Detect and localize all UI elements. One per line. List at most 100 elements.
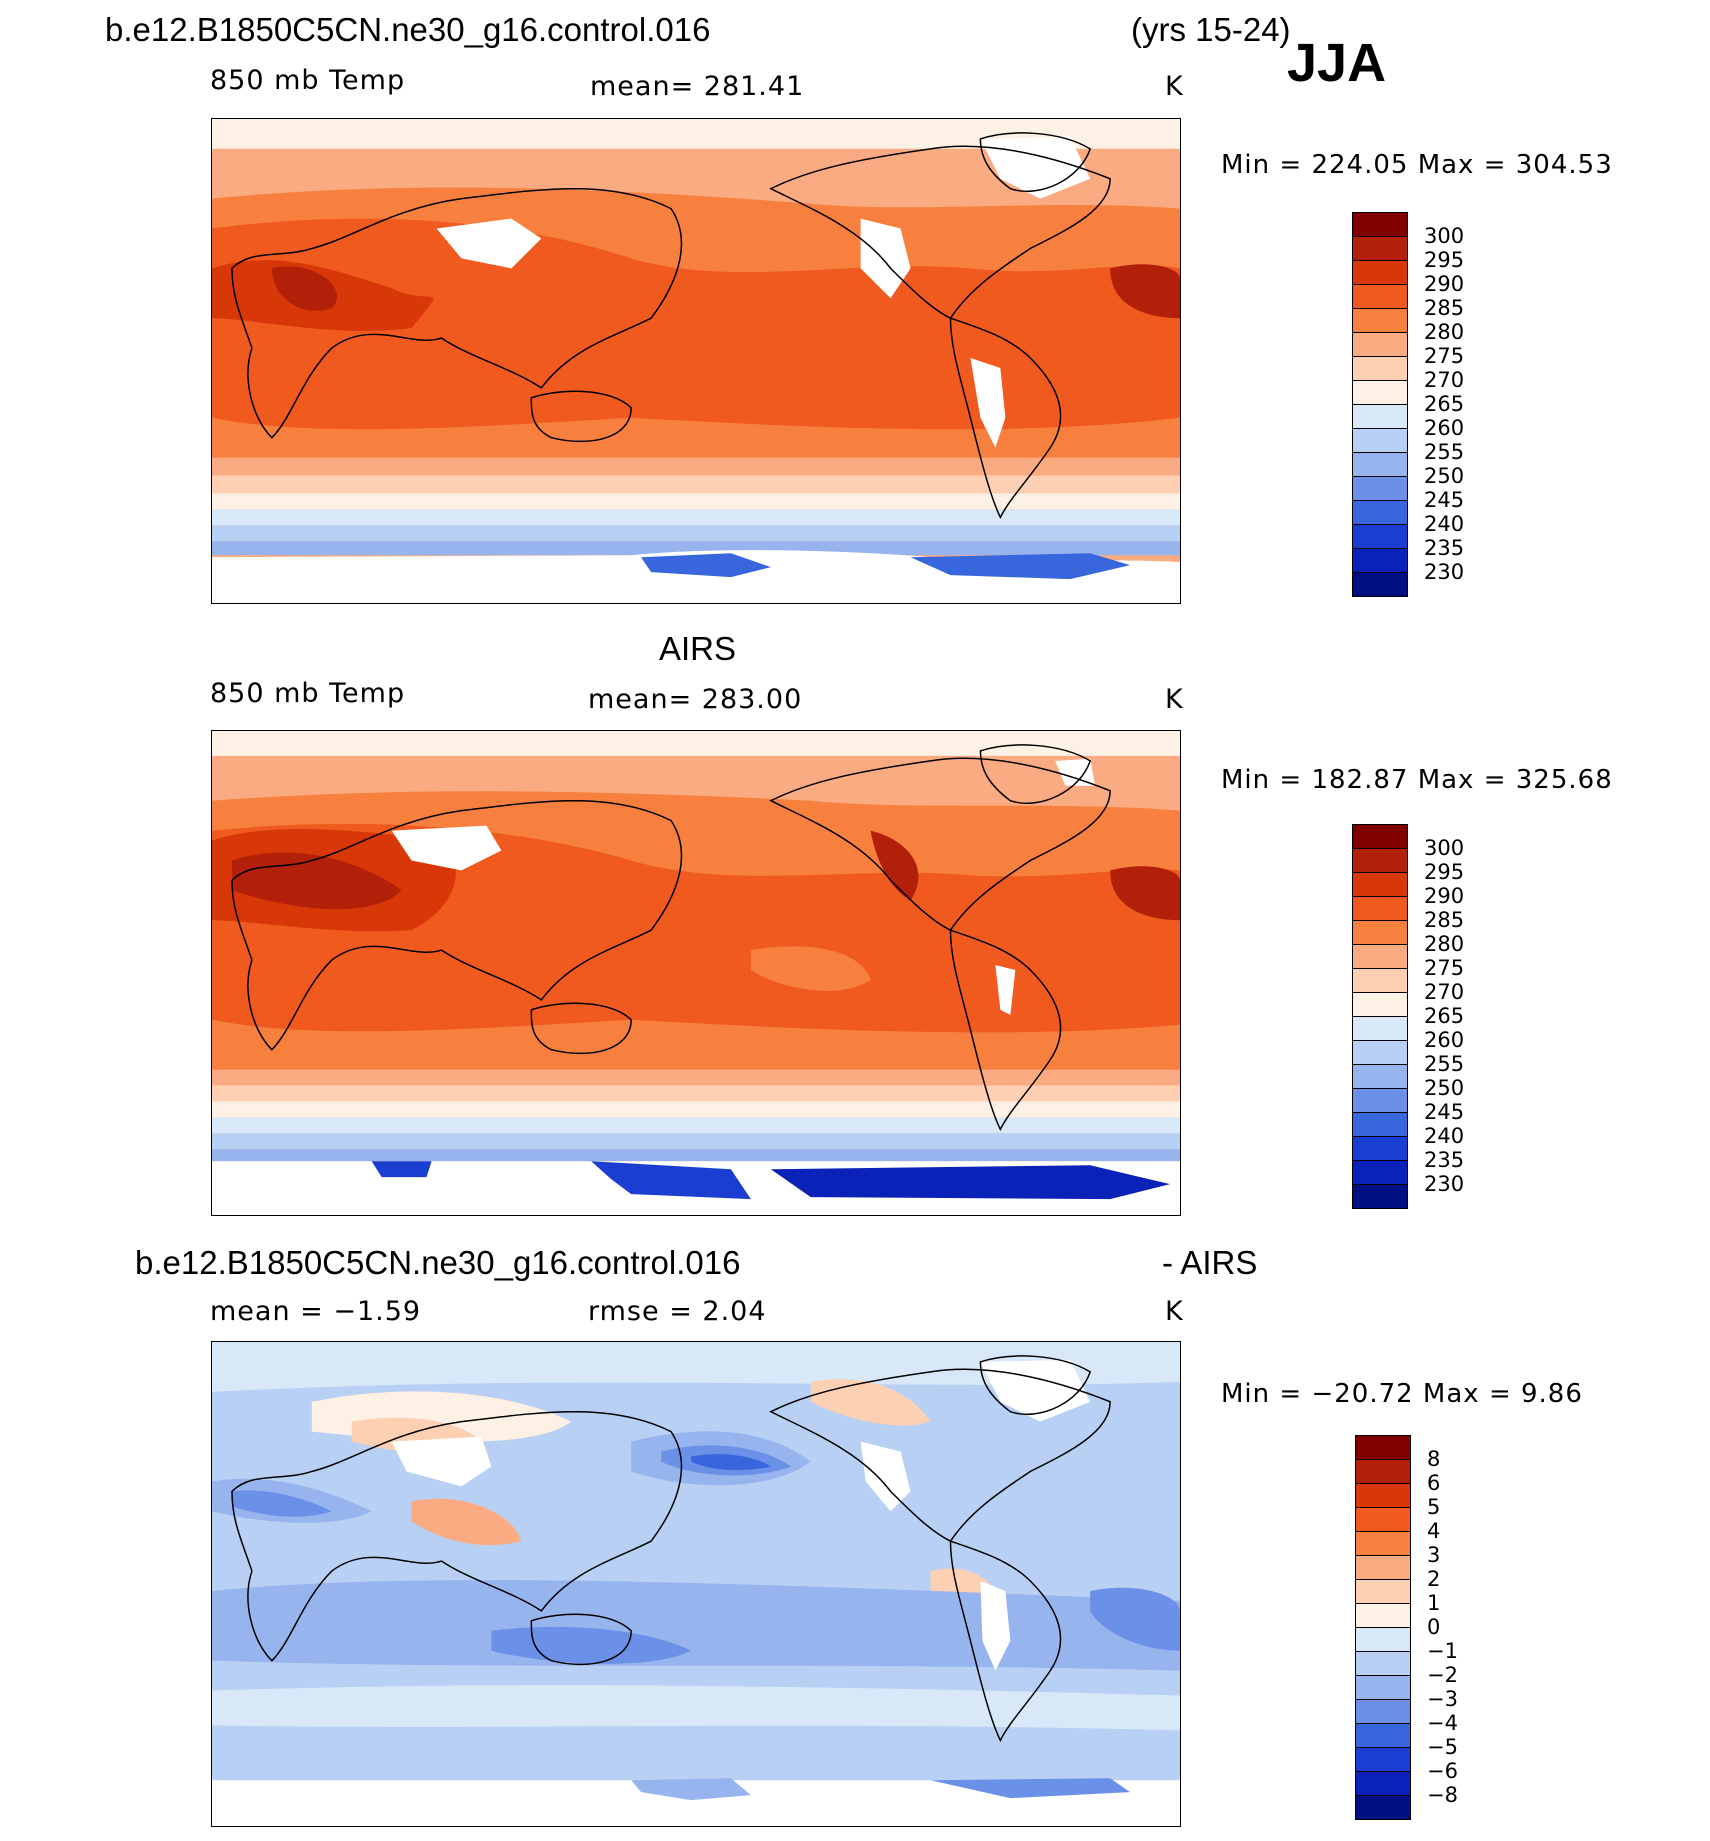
colorbar-label: 290 [1424,884,1465,908]
colorbar-swatch [1352,476,1408,501]
model-temp-field [212,119,1180,603]
colorbar-swatch [1352,944,1408,969]
colorbar-swatch [1355,1603,1411,1628]
colorbar-swatch [1355,1531,1411,1556]
panel2-units: K [1165,684,1184,715]
colorbar-label: 1 [1427,1591,1441,1615]
colorbar-label: 4 [1427,1519,1441,1543]
colorbar-swatch [1352,1064,1408,1089]
colorbar-swatch [1352,212,1408,237]
colorbar-label: 255 [1424,440,1465,464]
colorbar-label: −4 [1427,1711,1458,1735]
colorbar-swatch [1352,356,1408,381]
panel2-mean: mean= 283.00 [588,684,803,715]
colorbar-swatch [1352,284,1408,309]
panel1-variable: 850 mb Temp [210,65,406,96]
colorbar-label: 235 [1424,536,1465,560]
colorbar-swatch [1352,572,1408,597]
case-title: b.e12.B1850C5CN.ne30_g16.control.016 [105,11,711,48]
colorbar-label: 250 [1424,464,1465,488]
colorbar-swatch [1352,1112,1408,1137]
colorbar-label: 250 [1424,1076,1465,1100]
colorbar-swatch [1352,404,1408,429]
colorbar-label: 260 [1424,416,1465,440]
colorbar-label: −8 [1427,1783,1458,1807]
colorbar-swatch [1352,1160,1408,1185]
panel3-title: b.e12.B1850C5CN.ne30_g16.control.016 [135,1244,741,1281]
panel2-minmax: Min = 182.87 Max = 325.68 [1221,765,1613,795]
colorbar-swatch [1352,308,1408,333]
colorbar-swatch [1352,968,1408,993]
colorbar-label: 285 [1424,296,1465,320]
colorbar-swatch [1352,992,1408,1017]
colorbar-label: 300 [1424,836,1465,860]
colorbar-diff: 8 6 5 4 3 2 1 0 −1 −2 −3 −4 −5 −6 −8 [1355,1435,1458,1820]
panel2-title: AIRS [659,630,737,667]
colorbar-swatch [1352,428,1408,453]
airs-temp-map [211,730,1181,1216]
colorbar-label: 5 [1427,1495,1441,1519]
colorbar-label: 270 [1424,980,1465,1004]
colorbar-label: 295 [1424,860,1465,884]
colorbar-swatch [1352,380,1408,405]
colorbar-label: 260 [1424,1028,1465,1052]
colorbar-swatch [1352,920,1408,945]
colorbar-label: 2 [1427,1567,1441,1591]
colorbar-swatch [1355,1675,1411,1700]
airs-temp-field [212,731,1180,1215]
colorbar-label: 230 [1424,560,1465,584]
colorbar-label: 295 [1424,248,1465,272]
years-label: (yrs 15-24) [1131,11,1291,48]
colorbar-swatch [1355,1747,1411,1772]
season-label: JJA [1287,33,1387,93]
colorbar-label: 245 [1424,488,1465,512]
colorbar-swatch [1352,1040,1408,1065]
colorbar-swatch [1352,500,1408,525]
colorbar-swatch [1355,1651,1411,1676]
colorbar-label: −3 [1427,1687,1458,1711]
colorbar-swatch [1352,236,1408,261]
colorbar-label: 265 [1424,1004,1465,1028]
colorbar-label: 275 [1424,956,1465,980]
colorbar-swatch [1352,1184,1408,1209]
panel1-mean: mean= 281.41 [590,71,805,102]
colorbar-swatch [1352,872,1408,897]
colorbar-swatch [1352,896,1408,921]
panel3-title-suffix: - AIRS [1162,1244,1258,1281]
colorbar-label: 280 [1424,320,1465,344]
colorbar-swatch [1352,824,1408,849]
colorbar-label: 240 [1424,512,1465,536]
panel1-units: K [1165,71,1184,102]
colorbar-label: 300 [1424,224,1465,248]
colorbar-label: −1 [1427,1639,1458,1663]
colorbar-label: 285 [1424,908,1465,932]
colorbar-swatch [1355,1699,1411,1724]
colorbar-swatch [1355,1579,1411,1604]
colorbar-airs: 300 295 290 285 280 275 270 265 260 255 250 245 240 2… [1352,824,1464,1209]
panel1-minmax: Min = 224.05 Max = 304.53 [1221,150,1613,180]
colorbar-swatch [1355,1795,1411,1820]
model-temp-map [211,118,1181,604]
colorbar-label: 270 [1424,368,1465,392]
colorbar-label: 255 [1424,1052,1465,1076]
panel3-minmax: Min = −20.72 Max = 9.86 [1221,1379,1583,1409]
colorbar-label: 8 [1427,1447,1441,1471]
colorbar-swatch [1355,1723,1411,1748]
colorbar-swatch [1352,848,1408,873]
colorbar-label: 3 [1427,1543,1441,1567]
colorbar-model: 300 295 290 285 280 275 270 265 260 255 250 245 240 2… [1352,212,1464,597]
colorbar-swatch [1355,1507,1411,1532]
colorbar-swatch [1352,524,1408,549]
colorbar-label: 280 [1424,932,1465,956]
colorbar-label: −2 [1427,1663,1458,1687]
colorbar-label: 265 [1424,392,1465,416]
colorbar-swatch [1355,1459,1411,1484]
colorbar-label: 230 [1424,1172,1465,1196]
colorbar-swatch [1355,1483,1411,1508]
colorbar-swatch [1352,548,1408,573]
colorbar-swatch [1355,1555,1411,1580]
colorbar-swatch [1352,260,1408,285]
colorbar-swatch [1355,1435,1411,1460]
colorbar-swatch [1352,332,1408,357]
colorbar-swatch [1352,1016,1408,1041]
